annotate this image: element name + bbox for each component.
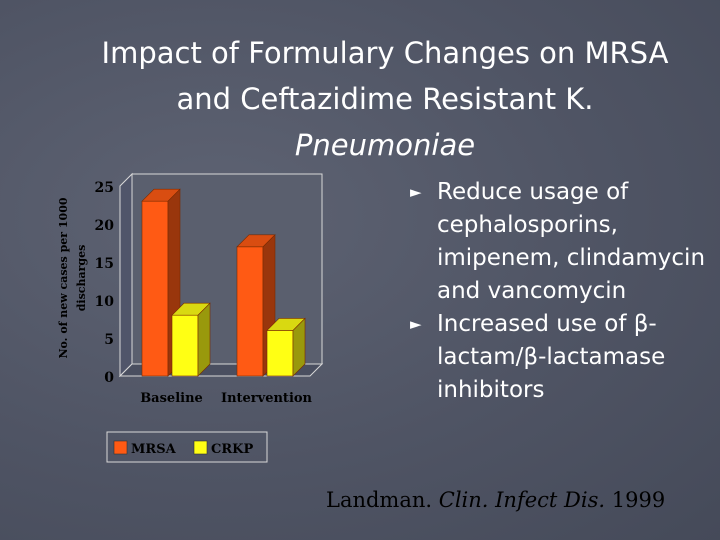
bullet-text: Increased use of β-lactam/β-lactamase in… <box>437 311 666 403</box>
legend-swatch-crkp <box>193 440 208 455</box>
y-axis-label-line1: No. of new cases per 1000 <box>57 197 70 358</box>
x-category-label: Baseline <box>140 391 203 406</box>
bullet-text: Reduce usage of cephalosporins, imipenem… <box>437 179 706 304</box>
citation: Landman. Clin. Infect Dis. 1999 <box>326 488 665 512</box>
bullet-item: ► Reduce usage of cephalosporins, imipen… <box>410 176 710 308</box>
y-tick-label: 15 <box>95 256 114 272</box>
bar-crkp-baseline <box>171 314 199 377</box>
bullet-item: ► Increased use of β-lactam/β-lactamase … <box>410 308 710 407</box>
legend-box <box>106 431 268 463</box>
title-line-2: and Ceftazidime Resistant K. <box>176 82 594 116</box>
legend-label-crkp: CRKP <box>211 442 253 457</box>
y-axis-label-line2: discharges <box>75 245 88 312</box>
y-tick-label: 0 <box>104 370 114 386</box>
y-tick-label: 5 <box>104 332 114 348</box>
bar-crkp-intervention <box>266 330 294 377</box>
citation-journal: Clin. Infect Dis. <box>438 488 606 512</box>
title-line-3: Pneumoniae <box>294 128 476 162</box>
bar-side-crkp-baseline <box>197 302 211 377</box>
bar-side-crkp-intervention <box>292 317 306 377</box>
slide-title: Impact of Formulary Changes on MRSA and … <box>60 30 710 168</box>
legend-swatch-mrsa <box>113 440 128 455</box>
citation-author: Landman. <box>326 488 433 512</box>
bullet-arrow-icon: ► <box>410 183 422 201</box>
legend-label-mrsa: MRSA <box>131 442 177 457</box>
citation-year: 1999 <box>611 488 666 512</box>
y-tick-label: 10 <box>95 294 115 310</box>
x-category-label: Intervention <box>221 391 313 406</box>
y-tick-label: 25 <box>95 180 114 196</box>
bar-mrsa-intervention <box>236 246 264 377</box>
y-tick-label: 20 <box>95 218 115 234</box>
plot-side-wall <box>119 172 133 378</box>
bullet-arrow-icon: ► <box>410 315 422 333</box>
bullet-list: ► Reduce usage of cephalosporins, imipen… <box>410 176 710 407</box>
bar-mrsa-baseline <box>141 200 169 377</box>
title-line-1: Impact of Formulary Changes on MRSA <box>101 36 669 70</box>
